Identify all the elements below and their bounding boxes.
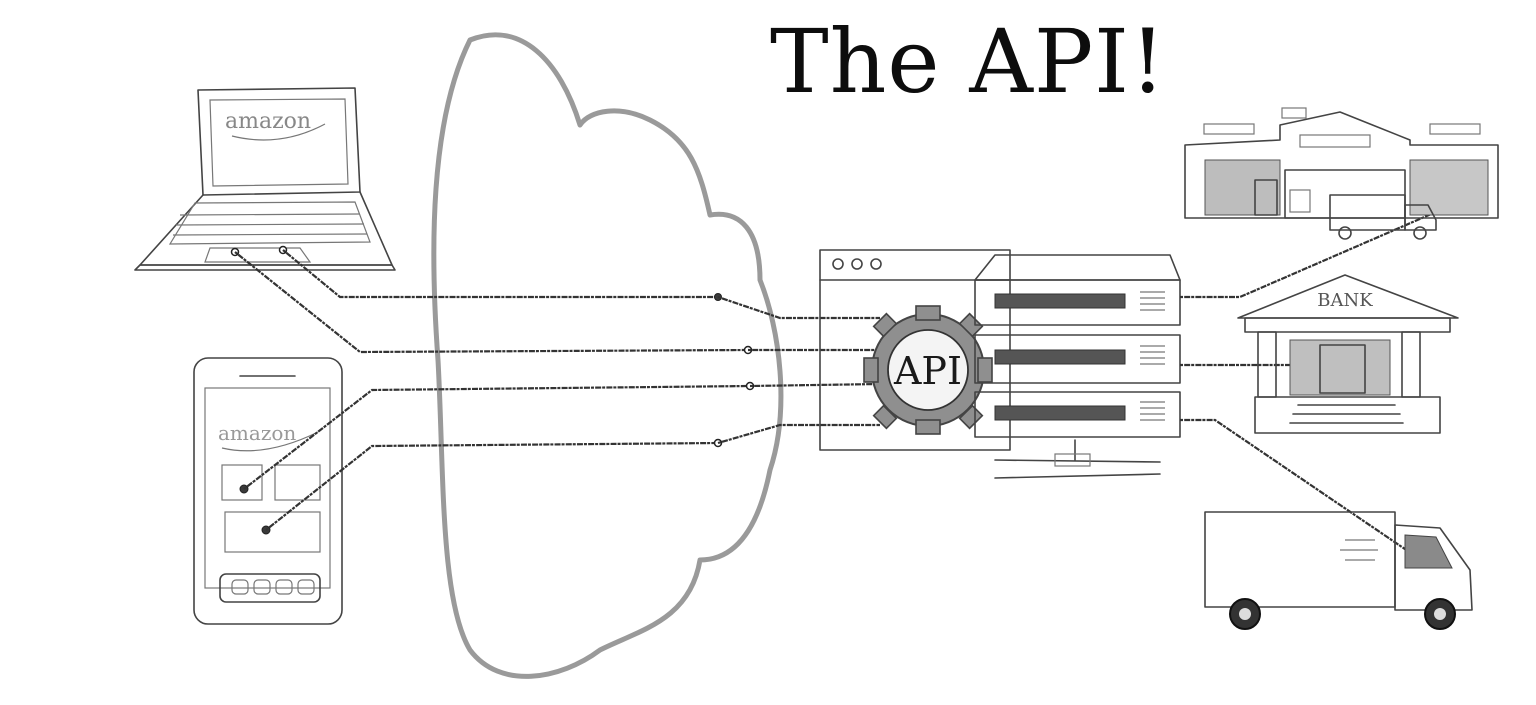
bank-sign-text: BANK (1317, 290, 1373, 311)
laptop-brand-text: amazon (225, 109, 311, 134)
bank: BANK (1237, 274, 1459, 434)
internet-cloud (431, 32, 784, 679)
delivery-truck (1204, 511, 1473, 630)
server-stack (974, 254, 1181, 438)
smartphone: amazon (193, 357, 343, 625)
api-gear: API (863, 305, 993, 435)
api-badge-text: API (893, 349, 962, 393)
phone-brand-text: amazon (218, 421, 296, 445)
api-server: API (819, 249, 1181, 479)
client-connections (234, 249, 755, 531)
warehouse (1184, 107, 1499, 240)
cloud-to-api-connections (717, 295, 881, 445)
laptop: amazon (134, 87, 396, 271)
diagram-title: The API! (770, 10, 1167, 113)
